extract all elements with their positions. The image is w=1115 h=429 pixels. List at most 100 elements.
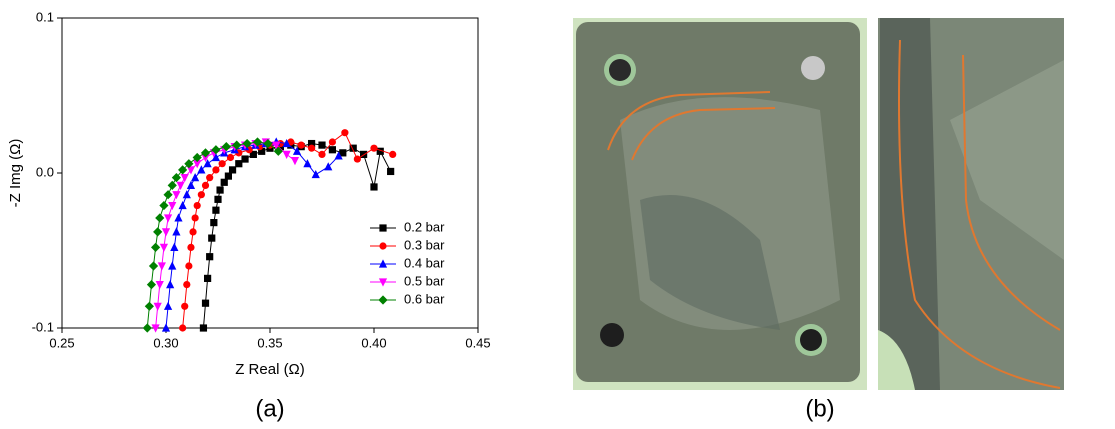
plate-shade <box>950 60 1064 260</box>
marker <box>182 190 191 199</box>
legend-label: 0.4 bar <box>404 255 445 270</box>
marker <box>193 160 202 169</box>
marker <box>176 181 185 190</box>
marker <box>163 301 173 310</box>
marker <box>272 141 281 150</box>
marker <box>179 324 187 332</box>
marker <box>282 138 291 148</box>
marker <box>242 138 252 149</box>
legend-label: 0.5 bar <box>404 273 445 288</box>
marker <box>235 160 243 168</box>
marker <box>171 173 181 183</box>
marker <box>328 146 336 154</box>
marker <box>249 150 257 158</box>
plate-shade <box>640 195 780 330</box>
marker <box>155 213 165 223</box>
x-tick-label: 0.25 <box>49 335 74 350</box>
x-axis-label: Z Real (Ω) <box>235 361 305 378</box>
marker <box>191 173 200 182</box>
marker <box>297 141 305 149</box>
marker <box>370 183 378 191</box>
marker <box>224 172 232 180</box>
marker <box>197 191 205 199</box>
marker <box>186 180 196 189</box>
marker <box>148 261 159 271</box>
marker <box>189 228 197 236</box>
marker <box>185 262 193 270</box>
marker <box>216 186 224 194</box>
marker <box>228 166 237 174</box>
marker <box>153 227 163 237</box>
marker <box>172 191 181 200</box>
marker <box>153 302 162 311</box>
marker <box>200 148 211 158</box>
marker <box>214 195 222 203</box>
marker <box>376 147 384 155</box>
marker <box>180 174 189 183</box>
marker <box>178 165 188 175</box>
marker <box>211 152 221 162</box>
y-tick-label: 0.1 <box>36 9 54 24</box>
marker <box>220 178 228 186</box>
marker <box>370 144 378 152</box>
x-tick-label: 0.45 <box>465 335 490 350</box>
legend-label: 0.6 bar <box>404 291 445 306</box>
marker <box>232 140 242 150</box>
legend-marker <box>379 242 387 250</box>
marker <box>324 162 333 171</box>
marker <box>318 150 326 158</box>
x-tick-label: 0.30 <box>153 335 178 350</box>
marker <box>192 152 202 163</box>
marker <box>212 166 220 174</box>
trace <box>898 39 1061 389</box>
marker <box>221 142 231 152</box>
marker <box>187 243 195 251</box>
series-line <box>146 141 279 329</box>
marker <box>308 139 316 148</box>
marker <box>170 242 179 251</box>
marker <box>199 324 208 332</box>
trace <box>631 107 776 161</box>
y-tick-label: 0.0 <box>36 164 54 179</box>
marker <box>161 228 171 237</box>
marker <box>311 169 320 179</box>
marker <box>186 166 196 175</box>
marker <box>178 200 187 210</box>
marker <box>181 302 189 310</box>
trace <box>607 91 771 151</box>
marker <box>184 159 194 169</box>
marker <box>273 146 283 156</box>
marker <box>193 201 201 210</box>
hole <box>800 329 822 351</box>
marker <box>334 151 343 160</box>
marker <box>201 153 210 163</box>
marker <box>204 274 212 282</box>
marker <box>159 200 169 211</box>
y-axis-label: -Z Img (Ω) <box>7 139 24 208</box>
legend-marker <box>378 295 388 305</box>
marker <box>252 137 263 147</box>
x-tick-label: 0.40 <box>361 335 386 350</box>
marker <box>146 280 157 290</box>
marker <box>168 201 177 211</box>
legend-marker <box>378 259 388 268</box>
marker <box>151 324 160 333</box>
marker <box>172 227 181 236</box>
marker <box>161 323 171 332</box>
marker <box>183 281 191 289</box>
trace <box>962 54 1061 331</box>
marker <box>163 190 173 200</box>
marker <box>168 261 177 270</box>
marker <box>151 242 161 252</box>
marker <box>282 150 291 159</box>
hole <box>600 323 624 347</box>
marker <box>303 159 312 168</box>
caption: (a) <box>255 395 284 422</box>
marker <box>166 280 175 289</box>
marker <box>155 281 164 290</box>
marker <box>328 138 336 146</box>
marker <box>263 138 273 149</box>
marker <box>206 253 214 261</box>
marker <box>157 262 166 271</box>
